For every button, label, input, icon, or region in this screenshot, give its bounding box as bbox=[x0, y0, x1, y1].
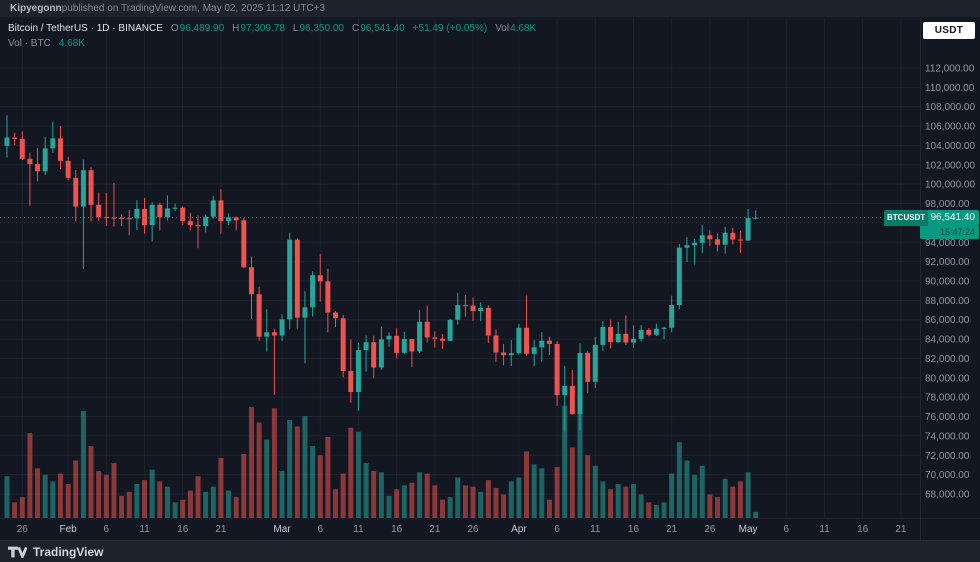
volume-value: 4.68K bbox=[510, 23, 537, 34]
svg-text:16: 16 bbox=[857, 524, 869, 535]
svg-text:112,000.00: 112,000.00 bbox=[925, 64, 975, 75]
high-value: 97,309.78 bbox=[240, 23, 285, 34]
svg-text:82,000.00: 82,000.00 bbox=[925, 354, 970, 365]
svg-text:102,000.00: 102,000.00 bbox=[925, 160, 975, 171]
volume-label: Vol bbox=[495, 23, 510, 34]
low-value-group: L 96,350.00 bbox=[293, 23, 344, 34]
tradingview-logo-icon[interactable] bbox=[8, 546, 27, 558]
badge-countdown: 15:47:24 bbox=[939, 227, 975, 238]
symbol-title[interactable]: Bitcoin / TetherUS · 1D · BINANCE bbox=[8, 23, 163, 34]
author-name: Kipyegonn bbox=[10, 3, 62, 14]
svg-text:98,000.00: 98,000.00 bbox=[925, 199, 970, 210]
low-value: 96,350.00 bbox=[299, 23, 344, 34]
svg-text:110,000.00: 110,000.00 bbox=[925, 83, 975, 94]
svg-text:80,000.00: 80,000.00 bbox=[925, 373, 970, 384]
svg-text:106,000.00: 106,000.00 bbox=[925, 122, 975, 133]
svg-text:16: 16 bbox=[628, 524, 640, 535]
svg-text:84,000.00: 84,000.00 bbox=[925, 335, 970, 346]
svg-text:Apr: Apr bbox=[511, 524, 527, 535]
svg-text:70,000.00: 70,000.00 bbox=[925, 470, 970, 481]
close-value: 96,541.40 bbox=[360, 23, 405, 34]
svg-text:Mar: Mar bbox=[273, 524, 291, 535]
svg-text:68,000.00: 68,000.00 bbox=[925, 490, 970, 501]
svg-text:16: 16 bbox=[391, 524, 403, 535]
open-value-group: O 96,489.90 bbox=[171, 23, 224, 34]
footer-bar: TradingView bbox=[0, 540, 980, 562]
svg-text:26: 26 bbox=[467, 524, 479, 535]
volume-indicator-value: 4.68K bbox=[58, 38, 85, 49]
volume-legend-row[interactable]: Vol · BTC 4.68K bbox=[8, 38, 536, 49]
badge-price: 96,541.40 bbox=[930, 212, 976, 224]
open-label: O bbox=[170, 23, 179, 34]
currency-toggle-button[interactable]: USDT bbox=[923, 22, 975, 39]
svg-text:74,000.00: 74,000.00 bbox=[925, 431, 970, 442]
svg-text:11: 11 bbox=[353, 524, 364, 535]
svg-text:104,000.00: 104,000.00 bbox=[925, 141, 975, 152]
svg-text:26: 26 bbox=[17, 524, 29, 535]
svg-text:11: 11 bbox=[139, 524, 150, 535]
svg-text:6: 6 bbox=[104, 524, 110, 535]
svg-text:88,000.00: 88,000.00 bbox=[925, 296, 970, 307]
high-label: H bbox=[232, 23, 240, 34]
badge-countdown-row: 15:47:24 bbox=[920, 225, 979, 239]
volume-value-group: Vol 4.68K bbox=[495, 23, 536, 34]
price-badge-row: BTCUSDT 96,541.40 bbox=[884, 209, 979, 226]
svg-text:78,000.00: 78,000.00 bbox=[925, 393, 970, 404]
svg-text:86,000.00: 86,000.00 bbox=[925, 315, 970, 326]
svg-text:76,000.00: 76,000.00 bbox=[925, 412, 970, 423]
svg-text:6: 6 bbox=[317, 524, 323, 535]
chart-legend: Bitcoin / TetherUS · 1D · BINANCE O 96,48… bbox=[8, 23, 536, 53]
svg-text:108,000.00: 108,000.00 bbox=[925, 102, 975, 113]
symbol-legend-row[interactable]: Bitcoin / TetherUS · 1D · BINANCE O 96,48… bbox=[8, 23, 536, 34]
svg-text:11: 11 bbox=[819, 524, 830, 535]
svg-text:90,000.00: 90,000.00 bbox=[925, 277, 970, 288]
close-value-group: C 96,541.40 bbox=[352, 23, 405, 34]
svg-text:21: 21 bbox=[215, 524, 227, 535]
svg-text:94,000.00: 94,000.00 bbox=[925, 238, 970, 249]
last-price-badge[interactable]: BTCUSDT 96,541.40 15:47:24 bbox=[884, 209, 979, 239]
svg-text:26: 26 bbox=[704, 524, 716, 535]
svg-text:11: 11 bbox=[590, 524, 601, 535]
brand-name[interactable]: TradingView bbox=[33, 544, 104, 559]
svg-text:21: 21 bbox=[895, 524, 907, 535]
svg-text:May: May bbox=[739, 524, 758, 535]
svg-text:21: 21 bbox=[666, 524, 678, 535]
attribution-text: published on TradingView.com, May 02, 20… bbox=[61, 3, 326, 14]
svg-text:100,000.00: 100,000.00 bbox=[925, 180, 975, 191]
open-value: 96,489.90 bbox=[179, 23, 225, 34]
high-value-group: H 97,309.78 bbox=[232, 23, 285, 34]
svg-text:72,000.00: 72,000.00 bbox=[925, 451, 970, 462]
low-label: L bbox=[292, 23, 299, 34]
change-value: +51.49 (+0.05%) bbox=[412, 23, 488, 34]
attribution-bar: Kipyegonn published on TradingView.com, … bbox=[0, 0, 980, 18]
volume-indicator-label: Vol · BTC bbox=[8, 38, 51, 49]
close-label: C bbox=[351, 23, 360, 34]
svg-text:Feb: Feb bbox=[60, 524, 78, 535]
svg-text:21: 21 bbox=[429, 524, 441, 535]
svg-text:92,000.00: 92,000.00 bbox=[925, 257, 970, 268]
badge-symbol: BTCUSDT bbox=[884, 209, 929, 226]
svg-text:6: 6 bbox=[783, 524, 789, 535]
svg-text:6: 6 bbox=[554, 524, 560, 535]
svg-text:16: 16 bbox=[177, 524, 189, 535]
